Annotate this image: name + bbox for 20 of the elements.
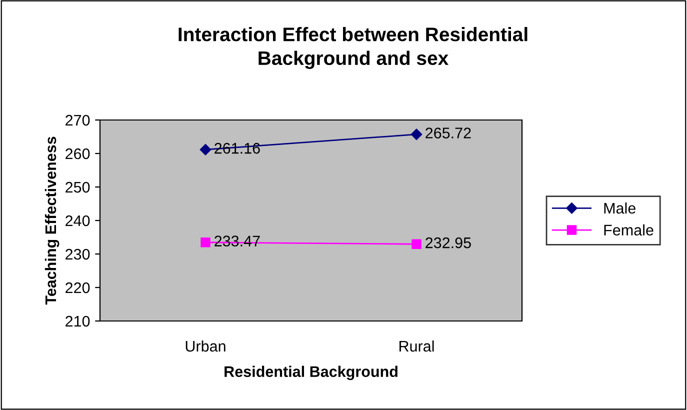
y-tick-label: 270 <box>66 114 90 126</box>
y-tick-label: 230 <box>66 248 90 260</box>
x-axis-title: Residential Background <box>224 366 398 380</box>
data-label: 265.72 <box>426 128 471 138</box>
y-tick-label: 250 <box>66 182 90 193</box>
point <box>200 144 212 156</box>
point <box>412 239 422 249</box>
point <box>200 238 210 248</box>
y-tick-label: 240 <box>66 215 90 226</box>
point <box>410 128 422 140</box>
data-label: 232.95 <box>426 237 471 248</box>
legend-label: Male <box>604 202 636 214</box>
y-tick-label: 220 <box>66 282 90 294</box>
legend-label: Female <box>604 224 654 236</box>
y-tick-label: 210 <box>66 316 90 327</box>
x-tick-label: Rural <box>400 340 434 352</box>
y-tick-label: 260 <box>66 148 90 160</box>
x-tick-label: Urban <box>186 340 226 352</box>
chart-title: Interaction Effect between Residential Background and sex <box>178 27 528 69</box>
y-axis-title: Teaching Effectiveness <box>44 136 60 305</box>
